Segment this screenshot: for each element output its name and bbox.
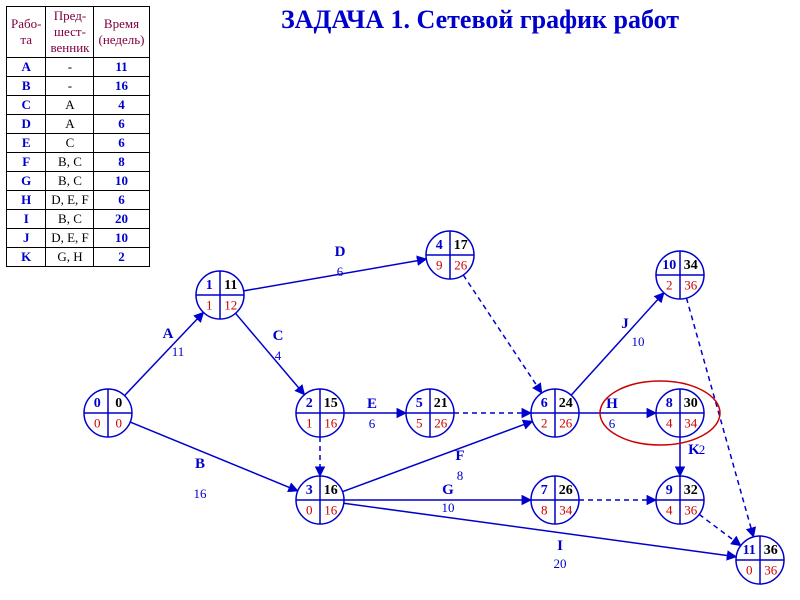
node-early: 24 (559, 396, 573, 411)
edge (571, 293, 664, 395)
node-7: 7 26 8 34 (531, 476, 579, 524)
edge (699, 514, 741, 545)
node-early: 11 (224, 278, 237, 293)
node-float: 4 (666, 502, 673, 517)
edge-duration: 20 (554, 556, 567, 571)
node-float: 8 (541, 502, 548, 517)
edge (130, 422, 298, 491)
edge-label: D (335, 244, 346, 260)
edge-duration: 6 (337, 264, 344, 279)
node-id: 3 (306, 483, 313, 498)
edge-duration: 8 (457, 468, 464, 483)
edge (236, 313, 305, 394)
node-float: 1 (306, 415, 313, 430)
edge (125, 312, 204, 395)
node-late: 26 (559, 415, 573, 430)
node-late: 26 (434, 415, 448, 430)
node-id: 6 (541, 396, 548, 411)
node-10: 10 34 2 36 (656, 251, 704, 299)
node-float: 0 (94, 415, 101, 430)
node-id: 10 (662, 258, 676, 273)
edge-label: F (455, 448, 464, 464)
node-early: 16 (324, 483, 338, 498)
edge-label: E (367, 396, 377, 412)
node-11: 11 36 0 36 (736, 536, 784, 584)
edge-label: I (557, 538, 563, 554)
node-float: 2 (541, 415, 548, 430)
node-id: 4 (436, 238, 443, 253)
node-float: 1 (206, 297, 213, 312)
node-late: 12 (224, 297, 237, 312)
node-early: 0 (115, 396, 122, 411)
node-float: 9 (436, 257, 443, 272)
edge-duration: 6 (609, 416, 616, 431)
edge (244, 259, 427, 291)
node-early: 36 (764, 543, 778, 558)
node-float: 5 (416, 415, 423, 430)
node-0: 0000 (84, 389, 132, 437)
node-early: 34 (684, 258, 698, 273)
node-id: 1 (206, 278, 213, 293)
node-late: 16 (324, 415, 338, 430)
node-id: 5 (416, 396, 423, 411)
edge (463, 275, 541, 393)
node-id: 0 (94, 396, 101, 411)
node-id: 9 (666, 483, 673, 498)
edge-label: G (442, 482, 454, 498)
node-late: 36 (684, 277, 698, 292)
node-id: 8 (666, 396, 673, 411)
node-early: 30 (684, 396, 698, 411)
node-early: 21 (434, 396, 448, 411)
edge-duration: 4 (275, 348, 282, 363)
node-2: 2 15 1 16 (296, 389, 344, 437)
node-id: 11 (743, 543, 756, 558)
node-late: 26 (454, 257, 468, 272)
node-float: 0 (746, 562, 753, 577)
node-4: 4 17 9 26 (426, 231, 474, 279)
node-late: 36 (684, 502, 698, 517)
node-late: 16 (324, 502, 338, 517)
node-3: 3 16 0 16 (296, 476, 344, 524)
node-late: 34 (559, 502, 573, 517)
edge-duration: 11 (172, 344, 185, 359)
node-late: 0 (116, 415, 123, 430)
node-1: 111112 (196, 271, 244, 319)
edge-duration: 10 (442, 500, 455, 515)
node-5: 5 21 5 26 (406, 389, 454, 437)
node-float: 4 (666, 415, 673, 430)
node-float: 2 (666, 277, 673, 292)
edge-label: C (273, 328, 284, 344)
node-early: 26 (559, 483, 573, 498)
edge-duration: 16 (194, 486, 208, 501)
node-9: 9 32 4 36 (656, 476, 704, 524)
edge-label: A (163, 326, 174, 342)
network-diagram: A11B16C4D6E6F8G10I20H6J10K20000111112215… (0, 0, 800, 600)
node-early: 15 (324, 396, 338, 411)
node-late: 36 (764, 562, 778, 577)
edge-label: H (606, 396, 618, 412)
node-early: 17 (454, 238, 468, 253)
node-6: 6 24 2 26 (531, 389, 579, 437)
node-id: 2 (306, 396, 313, 411)
edge-duration: 2 (699, 442, 706, 457)
edge-label: B (195, 456, 205, 472)
node-id: 7 (541, 483, 548, 498)
node-late: 34 (684, 415, 698, 430)
node-8: 8 30 4 34 (656, 389, 704, 437)
node-float: 0 (306, 502, 313, 517)
node-early: 32 (684, 483, 698, 498)
edge-duration: 10 (632, 334, 645, 349)
edge-duration: 6 (369, 416, 376, 431)
edge-label: J (621, 316, 629, 332)
